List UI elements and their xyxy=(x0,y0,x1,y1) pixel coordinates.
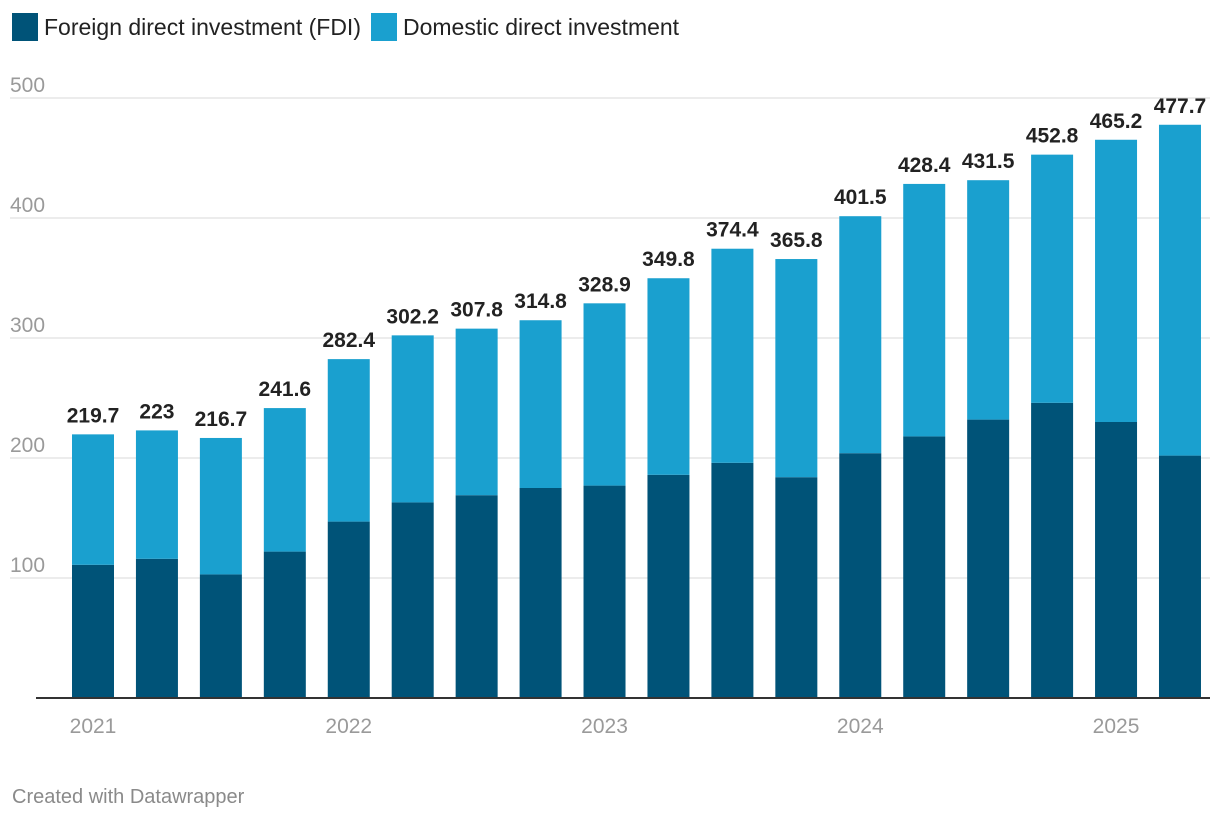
legend-swatch-domestic xyxy=(370,13,397,41)
bar-total-label: 314.8 xyxy=(514,290,567,313)
bar-segment-fdi xyxy=(583,485,626,698)
bar-segment-domestic xyxy=(327,359,370,522)
stacked-bar-chart: 100 200 300 400 500 219.7 223 216.7 241.6 282.4 30… xyxy=(10,74,1210,738)
bar-total-label: 428.4 xyxy=(898,154,951,177)
chart-legend: Foreign direct investment (FDI) Domestic… xyxy=(12,13,689,41)
bar-segment-domestic xyxy=(455,328,498,496)
x-tick-label: 2023 xyxy=(581,715,628,738)
legend-item-domestic: Domestic direct investment xyxy=(370,13,680,41)
bar-total-label: 216.7 xyxy=(195,408,248,431)
bar-segment-fdi xyxy=(1095,422,1138,698)
bar-segment-fdi xyxy=(1031,402,1074,698)
bar-total-label: 302.2 xyxy=(386,305,439,328)
bar-total-label: 223 xyxy=(139,400,174,423)
bar-segment-fdi xyxy=(839,453,882,698)
bar-segment-domestic xyxy=(199,437,242,575)
bar-segment-fdi xyxy=(775,477,818,698)
bar-segment-domestic xyxy=(1031,154,1074,403)
bar-segment-domestic xyxy=(839,216,882,454)
bar-total-label: 365.8 xyxy=(770,229,823,252)
footer-credit: Created with Datawrapper xyxy=(12,786,245,808)
bar-segment-fdi xyxy=(903,436,946,698)
bar-total-label: 431.5 xyxy=(962,150,1015,173)
y-tick-label: 200 xyxy=(10,434,45,457)
bar-total-label: 241.6 xyxy=(259,378,312,401)
bar-total-label: 401.5 xyxy=(834,186,887,209)
bar-total-label: 452.8 xyxy=(1026,125,1079,148)
bar-segment-fdi xyxy=(647,474,690,698)
bar-segment-fdi xyxy=(327,521,370,698)
bar-segment-domestic xyxy=(967,180,1010,420)
bar-segment-domestic xyxy=(1095,139,1138,422)
legend-swatch-fdi xyxy=(12,13,38,41)
bar-total-label: 219.7 xyxy=(67,404,120,427)
y-tick-label: 400 xyxy=(10,194,45,217)
y-tick-label: 500 xyxy=(10,74,45,97)
bar-segment-domestic xyxy=(711,248,754,463)
bar-segment-domestic xyxy=(1158,124,1201,456)
bar-segment-fdi xyxy=(391,502,434,698)
x-tick-label: 2022 xyxy=(325,715,372,738)
y-tick-label: 100 xyxy=(10,554,45,577)
legend-label-fdi: Foreign direct investment (FDI) xyxy=(44,13,361,40)
bar-total-label: 349.8 xyxy=(642,248,695,271)
bar-segment-fdi xyxy=(199,574,242,698)
bar-segment-domestic xyxy=(135,430,178,559)
bar-segment-fdi xyxy=(72,564,114,698)
bar-total-label: 477.7 xyxy=(1154,95,1207,118)
x-tick-label: 2025 xyxy=(1093,715,1140,738)
bar-segment-fdi xyxy=(455,495,498,698)
legend-label-domestic: Domestic direct investment xyxy=(402,13,680,40)
bar-segment-fdi xyxy=(263,551,306,698)
bar-segment-domestic xyxy=(391,335,434,503)
bar-segment-fdi xyxy=(519,488,562,698)
x-tick-label: 2024 xyxy=(837,715,884,738)
bar-segment-fdi xyxy=(967,419,1010,698)
bar-total-label: 465.2 xyxy=(1090,110,1143,133)
bar-segment-domestic xyxy=(903,183,946,437)
bar-segment-domestic xyxy=(647,278,690,475)
bar-total-label: 282.4 xyxy=(322,329,375,352)
bar-segment-domestic xyxy=(519,320,562,488)
bar-segment-domestic xyxy=(583,303,626,486)
bar-segment-fdi xyxy=(135,558,178,698)
x-tick-label: 2021 xyxy=(70,715,117,738)
bar-segment-domestic xyxy=(263,408,306,552)
bar-total-label: 328.9 xyxy=(578,273,631,296)
bar-segment-domestic xyxy=(72,434,114,565)
bar-total-label: 374.4 xyxy=(706,219,759,242)
legend-item-fdi: Foreign direct investment (FDI) xyxy=(12,13,361,41)
bar-total-label: 307.8 xyxy=(450,299,503,322)
bar-segment-domestic xyxy=(775,259,818,478)
y-tick-label: 300 xyxy=(10,314,45,337)
bar-segment-fdi xyxy=(711,462,754,698)
bar-segment-fdi xyxy=(1158,455,1201,698)
